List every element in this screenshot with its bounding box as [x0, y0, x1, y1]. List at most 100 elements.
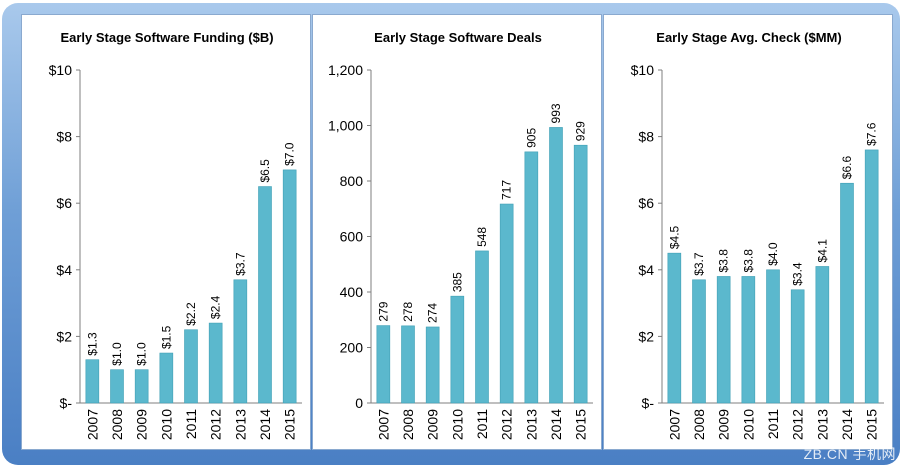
deals-y-tick-label: 800: [340, 173, 364, 189]
funding-chart: Early Stage Software Funding ($B) $- $2 $4 $…: [49, 30, 302, 440]
funding-data-label: $2.2: [184, 302, 198, 326]
avg-check-bar: [741, 276, 756, 404]
funding-x-tick-label: 2008: [109, 409, 125, 440]
funding-bar: [159, 352, 174, 404]
deals-bar: [524, 151, 539, 404]
deals-data-label: 274: [426, 303, 440, 323]
avg-check-data-label: $3.8: [717, 249, 731, 273]
avg-check-data-label: $4.1: [815, 239, 829, 263]
avg-check-data-label: $3.8: [741, 249, 755, 273]
deals-data-label: 385: [450, 272, 464, 292]
funding-chart-title: Early Stage Software Funding ($B): [60, 30, 273, 45]
funding-y-tick-label: $-: [60, 395, 73, 411]
avg-check-bar: [815, 266, 830, 404]
avg-check-y-tick-label: $4: [638, 262, 654, 278]
avg-check-chart-panel: Early Stage Avg. Check ($MM) $- $2 $4 $6 $8 $1…: [603, 14, 893, 450]
deals-bar: [573, 144, 588, 404]
avg-check-chart: Early Stage Avg. Check ($MM) $- $2 $4 $6 $8 $1…: [631, 30, 884, 440]
funding-data-label: $1.3: [85, 332, 99, 356]
avg-check-x-tick-label: 2011: [765, 409, 781, 439]
avg-check-bar: [716, 276, 731, 404]
funding-data-label: $2.4: [209, 295, 223, 319]
funding-bar: [184, 329, 198, 404]
funding-x-tick-label: 2015: [282, 409, 298, 440]
avg-check-bar: [840, 182, 854, 404]
avg-check-data-label: $7.6: [865, 122, 879, 146]
deals-chart-panel: Early Stage Software Deals 0 200 400 600 800 1…: [312, 14, 602, 450]
deals-y-tick-label: 0: [355, 395, 363, 411]
deals-x-tick-label: 2014: [548, 409, 564, 440]
deals-data-label: 548: [475, 227, 489, 247]
funding-x-tick-label: 2007: [84, 409, 100, 440]
avg-check-bar: [692, 279, 706, 404]
avg-check-x-tick-label: 2012: [790, 409, 806, 440]
funding-x-tick-label: 2009: [134, 409, 150, 440]
deals-data-label: 929: [574, 121, 588, 141]
funding-bar: [208, 322, 223, 404]
deals-data-label: 717: [500, 180, 514, 200]
deals-y-tick-label: 400: [340, 284, 364, 300]
avg-check-data-label: $4.0: [766, 242, 780, 266]
deals-x-tick-label: 2007: [375, 409, 391, 440]
funding-bar: [258, 186, 272, 404]
deals-bar: [499, 203, 514, 404]
deals-data-label: 279: [376, 301, 390, 321]
avg-check-y-tick-label: $-: [642, 395, 655, 411]
deals-y-tick-label: 1,000: [328, 118, 363, 134]
deals-bar: [401, 325, 415, 404]
deals-x-tick-label: 2013: [523, 409, 539, 440]
funding-data-label: $1.0: [135, 342, 149, 366]
avg-check-data-label: $4.5: [667, 225, 681, 249]
avg-check-data-label: $6.6: [840, 156, 854, 180]
funding-chart-panel: Early Stage Software Funding ($B) $- $2 $4 $…: [21, 14, 311, 450]
avg-check-bar: [790, 289, 805, 404]
deals-chart-title: Early Stage Software Deals: [374, 30, 542, 45]
deals-bar: [450, 295, 465, 404]
funding-data-label: $7.0: [283, 142, 297, 166]
avg-check-chart-title: Early Stage Avg. Check ($MM): [656, 30, 841, 45]
deals-x-tick-label: 2008: [400, 409, 416, 440]
deals-y-tick-label: 600: [340, 229, 364, 245]
avg-check-bar: [864, 149, 879, 404]
watermark-text: ZB.CN 手机网: [803, 446, 896, 462]
avg-check-y-tick-label: $8: [638, 129, 654, 145]
funding-bar: [233, 279, 248, 404]
avg-check-y-tick-label: $2: [638, 328, 654, 344]
avg-check-bar: [667, 252, 682, 404]
deals-bar: [549, 127, 563, 404]
avg-check-data-label: $3.4: [791, 262, 805, 286]
funding-y-tick-label: $2: [56, 328, 72, 344]
avg-check-data-label: $3.7: [692, 252, 706, 276]
deals-data-label: 278: [401, 302, 415, 322]
funding-data-label: $1.5: [159, 325, 173, 349]
funding-y-tick-label: $6: [56, 195, 72, 211]
funding-x-tick-label: 2011: [183, 409, 199, 439]
deals-x-tick-label: 2015: [573, 409, 589, 440]
deals-y-tick-label: 200: [340, 340, 364, 356]
funding-data-label: $6.5: [258, 159, 272, 183]
funding-y-tick-label: $4: [56, 262, 72, 278]
deals-chart: Early Stage Software Deals 0 200 400 600 800 1…: [328, 30, 593, 440]
deals-bar: [425, 326, 440, 404]
funding-x-tick-label: 2014: [257, 409, 273, 440]
avg-check-bar: [766, 269, 780, 404]
avg-check-x-tick-label: 2008: [691, 409, 707, 440]
deals-bar: [376, 325, 391, 404]
funding-bar: [85, 359, 100, 404]
deals-x-tick-label: 2010: [449, 409, 465, 440]
avg-check-x-tick-label: 2010: [740, 409, 756, 440]
funding-x-tick-label: 2010: [158, 409, 174, 440]
funding-bar: [110, 369, 124, 404]
funding-y-tick-label: $8: [56, 129, 72, 145]
avg-check-x-tick-label: 2015: [864, 409, 880, 440]
deals-x-tick-label: 2012: [499, 409, 515, 440]
avg-check-x-tick-label: 2014: [839, 409, 855, 440]
avg-check-y-tick-label: $10: [631, 62, 655, 78]
deals-x-tick-label: 2011: [474, 409, 490, 439]
deals-data-label: 905: [524, 128, 538, 148]
avg-check-y-tick-label: $6: [638, 195, 654, 211]
avg-check-x-tick-label: 2013: [814, 409, 830, 440]
avg-check-x-tick-label: 2007: [666, 409, 682, 440]
funding-x-tick-label: 2013: [232, 409, 248, 440]
funding-y-tick-label: $10: [49, 62, 73, 78]
